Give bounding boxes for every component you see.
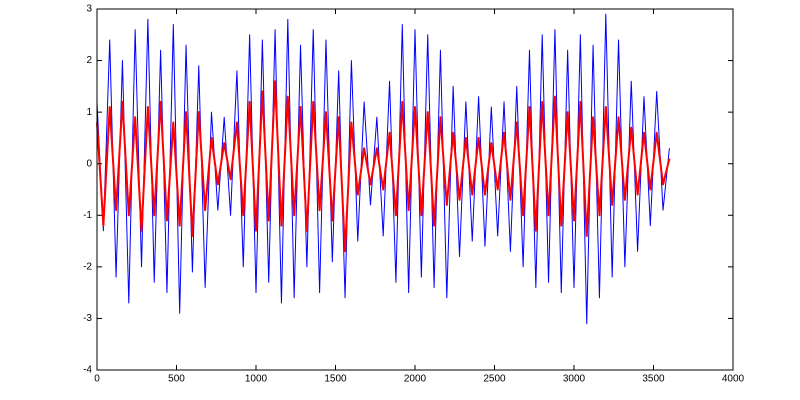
x-tick-label: 0 xyxy=(94,374,100,385)
y-tick-label: 2 xyxy=(86,55,92,66)
data-line xyxy=(96,80,671,253)
x-tick-label: 3500 xyxy=(642,374,665,385)
x-tick-label: 1500 xyxy=(324,374,347,385)
x-tick-label: 3000 xyxy=(563,374,586,385)
x-tick-label: 2500 xyxy=(483,374,506,385)
y-tick-label: -4 xyxy=(83,365,92,376)
y-tick-label: -2 xyxy=(83,261,92,272)
x-tick-label: 500 xyxy=(168,374,185,385)
x-tick-label: 1000 xyxy=(245,374,268,385)
y-tick-label: 0 xyxy=(86,158,92,169)
data-line xyxy=(96,13,670,325)
y-tick-label: -1 xyxy=(83,210,92,221)
y-tick-label: 3 xyxy=(86,4,92,15)
y-tick-label: -3 xyxy=(83,313,92,324)
y-tick-label: 1 xyxy=(86,107,92,118)
x-tick-label: 4000 xyxy=(722,374,745,385)
x-tick-label: 2000 xyxy=(404,374,427,385)
